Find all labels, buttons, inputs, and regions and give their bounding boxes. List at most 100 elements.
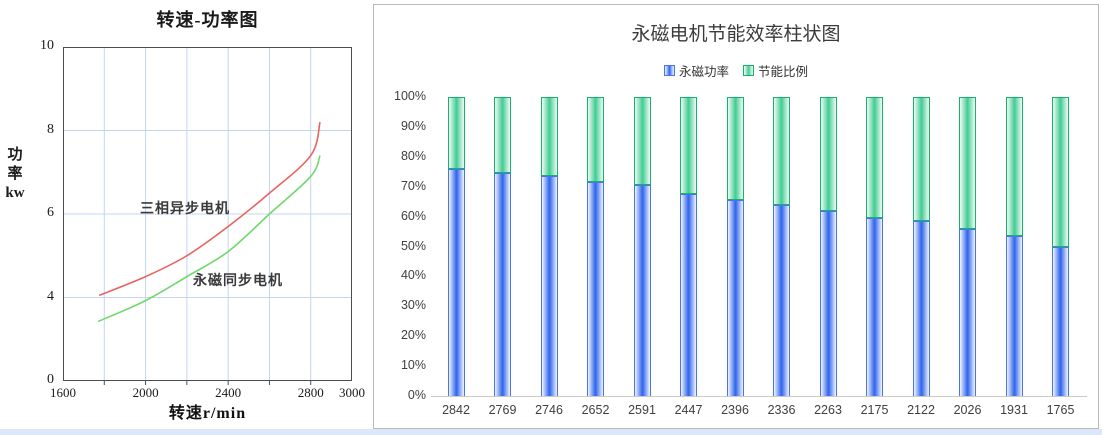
right-y-tick-label: 80% (400, 148, 426, 163)
bar-segment-saving-ratio (540, 97, 558, 177)
right-y-tick-label: 100% (394, 89, 426, 103)
stacked-bar-2336 (773, 97, 790, 396)
stacked-bar-2026 (959, 97, 976, 396)
right-x-tick-label: 2263 (814, 403, 842, 417)
bar-segment-pm-power (819, 210, 837, 396)
right-x-tick-label: 2026 (953, 403, 982, 417)
bar-segment-saving-ratio (912, 97, 930, 222)
stacked-bar-2175 (866, 97, 883, 396)
series-line-三相异步电机 (98, 121, 321, 297)
stacked-bar-2396 (726, 97, 744, 396)
efficiency-bar-chart-card: 永磁电机节能效率柱状图 永磁功率 节能比例 0% 10% 20% 30% 40% 50% 6… (373, 4, 1099, 429)
right-y-tick-label: 50% (400, 238, 426, 253)
series-line-永磁同步电机 (97, 155, 321, 323)
stacked-bar-2769 (494, 97, 511, 396)
legend-item-saving-ratio: 节能比例 (743, 61, 808, 80)
right-y-tick-label: 90% (400, 118, 426, 133)
left-y-tick-label: 8 (47, 121, 54, 137)
bar-segment-saving-ratio (773, 97, 790, 205)
right-chart-title: 永磁电机节能效率柱状图 (631, 24, 841, 45)
bar-segment-saving-ratio (587, 97, 604, 183)
left-chart-x-axis-label: 转速r/min (168, 405, 247, 422)
legend-item-pm-power: 永磁功率 (663, 61, 729, 80)
right-x-tick-label: 2591 (628, 403, 656, 417)
legend-swatch-green-icon (743, 65, 754, 76)
right-x-tick-label: 2652 (581, 403, 610, 417)
bar-segment-pm-power (540, 176, 558, 396)
left-x-tick-label: 3000 (339, 385, 365, 400)
right-x-tick-label: 1765 (1046, 403, 1075, 417)
stacked-bar-2122 (912, 97, 930, 396)
stacked-bar-2591 (633, 97, 651, 396)
bar-segment-pm-power (633, 185, 651, 396)
bar-segment-saving-ratio (680, 97, 697, 195)
right-y-tick-label: 0% (407, 388, 426, 402)
bar-segment-saving-ratio (819, 97, 837, 211)
left-chart-plot-area (63, 47, 354, 393)
right-x-tick-label: 2447 (674, 403, 703, 417)
left-x-tick-label: 1600 (50, 385, 76, 400)
right-x-tick-label: 2842 (442, 403, 470, 417)
stacked-bar-1931 (1005, 97, 1023, 396)
bar-segment-pm-power (773, 204, 790, 396)
legend-swatch-blue-icon (663, 65, 675, 76)
bar-segment-pm-power (587, 182, 604, 396)
bar-segment-saving-ratio (726, 97, 744, 201)
bar-segment-pm-power (1052, 246, 1069, 396)
right-chart-legend: 永磁功率 节能比例 (374, 61, 1098, 80)
left-chart-y-axis-label: 功 率 kw (5, 147, 25, 201)
right-x-tick-label: 2175 (860, 403, 889, 417)
right-y-tick-label: 40% (400, 268, 426, 283)
right-y-tick-label: 30% (400, 298, 426, 313)
right-x-tick-label: 2122 (907, 403, 935, 417)
right-x-tick-label: 1931 (1000, 403, 1028, 417)
bar-segment-pm-power (959, 228, 976, 396)
stacked-bar-2652 (587, 97, 604, 396)
legend-label-saving-ratio: 节能比例 (758, 65, 809, 79)
left-x-tick-label: 2000 (132, 385, 159, 400)
stacked-bar-2842 (447, 97, 465, 396)
left-y-tick-label: 4 (47, 288, 54, 304)
bar-segment-saving-ratio (494, 97, 511, 174)
speed-power-line-chart: 转速-功率图 功 率 kw 10 8 6 4 0 1600 2000 2400 2800 3000… (0, 0, 372, 429)
series-label-async-motor: 三相异步电机 (140, 202, 230, 217)
left-y-tick-label: 10 (40, 38, 54, 53)
right-x-tick-label: 2396 (721, 403, 749, 417)
left-chart-title: 转速-功率图 (156, 10, 259, 30)
stacked-bar-2263 (819, 97, 837, 396)
right-x-tick-label: 2746 (535, 403, 563, 417)
right-chart-plot-area: 0% 10% 20% 30% 40% 50% 60% 70% 80% 90% 100% 2842 276… (374, 5, 1098, 428)
bar-segment-pm-power (726, 200, 744, 396)
bar-segment-saving-ratio (959, 97, 976, 229)
right-x-tick-label: 2336 (767, 403, 796, 417)
bar-segment-pm-power (680, 194, 697, 396)
left-x-tick-label: 2800 (297, 385, 324, 400)
bar-segment-pm-power (447, 168, 465, 396)
bar-segment-saving-ratio (447, 97, 465, 169)
legend-label-pm-power: 永磁功率 (678, 65, 729, 79)
right-y-tick-label: 70% (400, 178, 426, 193)
left-y-tick-label: 0 (47, 372, 54, 387)
series-label-pm-motor: 永磁同步电机 (193, 274, 283, 289)
right-y-tick-label: 20% (400, 328, 426, 343)
bar-segment-pm-power (1005, 236, 1023, 396)
right-x-tick-label: 2769 (488, 403, 517, 417)
bar-segment-saving-ratio (1005, 97, 1023, 237)
bar-segment-saving-ratio (1052, 97, 1069, 247)
right-y-tick-label: 10% (400, 358, 426, 373)
plot-border (63, 47, 352, 381)
stacked-bar-2447 (680, 97, 697, 396)
bar-segment-saving-ratio (866, 97, 883, 219)
bottom-strip (0, 429, 1102, 435)
left-x-tick-label: 2400 (215, 385, 242, 400)
line-chart-svg (63, 47, 352, 385)
x-axis-line (431, 396, 1087, 397)
bar-segment-pm-power (912, 221, 930, 396)
bar-segment-pm-power (866, 218, 883, 396)
bar-segment-pm-power (494, 173, 511, 396)
stacked-bar-1765 (1052, 97, 1069, 396)
left-y-tick-label: 6 (47, 205, 54, 220)
bar-segment-saving-ratio (633, 97, 651, 186)
right-y-tick-label: 60% (400, 208, 426, 223)
